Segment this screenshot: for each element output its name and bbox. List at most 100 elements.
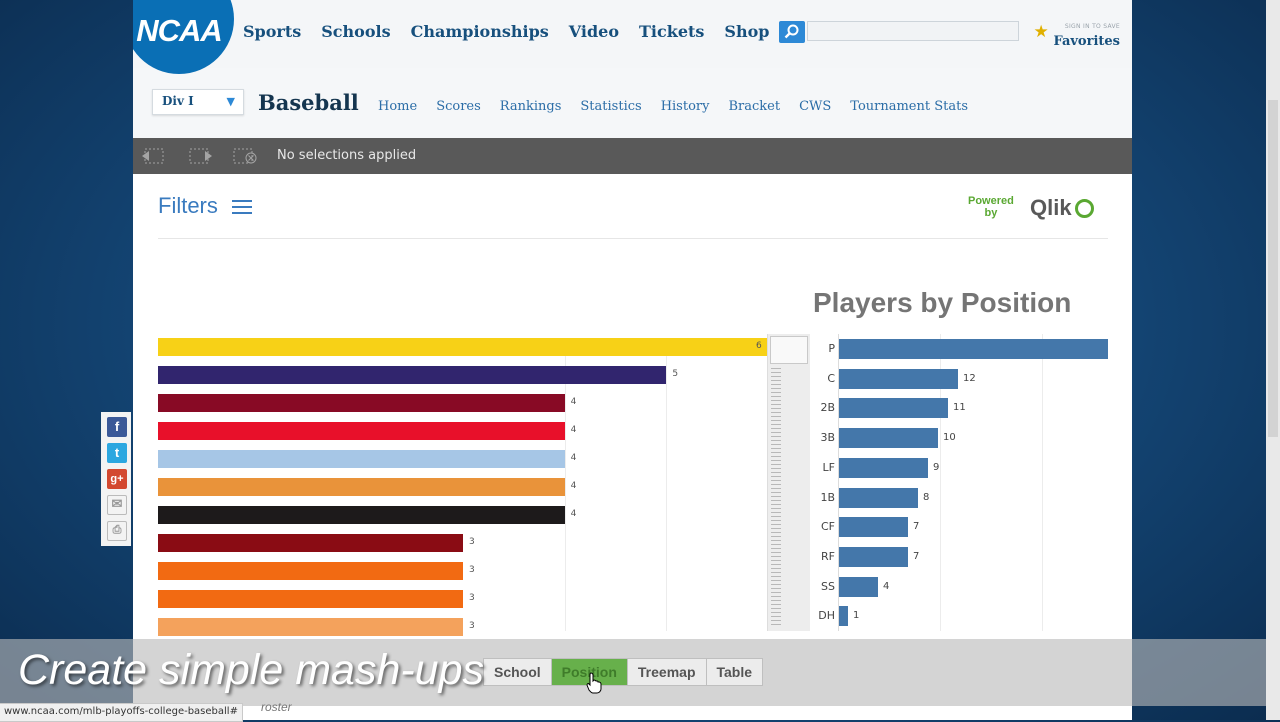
sublink-home[interactable]: Home (378, 99, 418, 114)
position-bar[interactable] (838, 517, 908, 538)
position-bar[interactable] (838, 368, 958, 389)
school-bar[interactable] (158, 394, 565, 412)
chart-scrollbar[interactable] (767, 334, 810, 631)
star-icon: ★ (1033, 22, 1049, 42)
selection-forward-icon[interactable] (188, 147, 214, 165)
favorites-link[interactable]: ★ SIGN IN TO SAVE Favorites (1033, 22, 1120, 49)
search-button[interactable] (779, 21, 805, 43)
tab-table[interactable]: Table (705, 658, 764, 686)
chart-gridline (564, 338, 566, 631)
hand-cursor-icon (586, 672, 602, 694)
division-value: Div I (162, 94, 194, 108)
school-bar-value: 3 (469, 537, 475, 547)
school-bar[interactable] (158, 450, 565, 468)
selection-back-icon[interactable] (140, 147, 166, 165)
school-bar[interactable] (158, 590, 463, 608)
tab-school[interactable]: School (483, 658, 552, 686)
sublink-tournament-stats[interactable]: Tournament Stats (850, 99, 969, 114)
favorites-signin-hint: SIGN IN TO SAVE (1064, 23, 1120, 30)
browser-status-bar: www.ncaa.com/mlb-playoffs-college-baseba… (0, 703, 243, 722)
position-bar-value: 4 (883, 580, 890, 592)
page-scroll-thumb[interactable] (1268, 100, 1278, 437)
school-bar[interactable] (158, 366, 667, 384)
nav-championships[interactable]: Championships (410, 22, 549, 41)
facebook-icon[interactable]: f (107, 417, 127, 437)
position-bar[interactable] (838, 428, 938, 449)
position-bar[interactable] (838, 457, 928, 478)
sublink-statistics[interactable]: Statistics (580, 99, 642, 114)
school-bar-value: 4 (570, 509, 577, 519)
position-bar[interactable] (838, 546, 908, 567)
school-bar[interactable] (158, 422, 565, 440)
school-bar-value: 4 (570, 453, 577, 463)
position-bar[interactable] (838, 339, 1108, 359)
tab-treemap[interactable]: Treemap (626, 658, 707, 686)
sport-subnav: Div I ▼ Baseball Home Scores Rankings St… (133, 68, 1132, 138)
school-bar[interactable] (158, 478, 565, 496)
print-icon[interactable]: ⎙ (107, 521, 127, 541)
chart-title: Players by Position (813, 287, 1072, 318)
sublink-history[interactable]: History (660, 99, 710, 114)
position-label: SS (821, 579, 835, 593)
sublink-scores[interactable]: Scores (436, 99, 481, 114)
position-bar-value: 11 (953, 402, 966, 414)
position-bar-value: 9 (933, 461, 940, 473)
position-bar[interactable] (838, 606, 848, 627)
position-label: P (828, 342, 835, 355)
chart-scroll-minimap (771, 368, 781, 627)
qlik-brand: Qlik (1030, 195, 1072, 220)
nav-schools[interactable]: Schools (321, 22, 391, 41)
position-gridline (1042, 334, 1043, 631)
school-bar-value: 4 (570, 425, 577, 435)
page-scrollbar[interactable] (1266, 0, 1280, 720)
division-select[interactable]: Div I ▼ (152, 89, 244, 115)
sublink-cws[interactable]: CWS (799, 99, 832, 114)
school-bar-value: 5 (672, 369, 679, 379)
position-bar-value: 7 (913, 521, 920, 533)
selection-status-text: No selections applied (277, 148, 417, 163)
filters-toggle[interactable]: Filters (158, 193, 218, 218)
powered-line1: Powered (968, 195, 1014, 207)
school-bar[interactable] (158, 618, 463, 636)
position-bar-value: 1 (853, 610, 860, 622)
google-plus-icon[interactable]: g+ (107, 469, 127, 489)
sport-title: Baseball (258, 90, 359, 115)
nav-tickets[interactable]: Tickets (639, 22, 705, 41)
position-label: 1B (820, 490, 835, 504)
search-input[interactable] (807, 21, 1019, 41)
sublink-bracket[interactable]: Bracket (728, 99, 781, 114)
school-bar-value: 3 (469, 565, 475, 575)
position-label: RF (821, 549, 835, 563)
ncaa-logo[interactable]: NCAA (133, 0, 234, 74)
email-icon[interactable]: ✉ (107, 495, 127, 515)
school-bar-value: 3 (469, 621, 475, 631)
hamburger-menu-icon[interactable] (232, 200, 252, 218)
video-caption: Create simple mash-ups (18, 646, 485, 694)
favorites-label: Favorites (1053, 34, 1120, 49)
nav-shop[interactable]: Shop (724, 22, 770, 41)
position-bar-value: 12 (963, 372, 976, 384)
school-bar[interactable] (158, 562, 463, 580)
position-bar[interactable] (838, 576, 878, 597)
chevron-down-icon: ▼ (226, 95, 235, 108)
position-label: C (827, 371, 835, 385)
sublink-rankings[interactable]: Rankings (499, 99, 562, 114)
position-bar[interactable] (838, 487, 918, 508)
qlik-o-icon (1074, 199, 1094, 218)
main-nav-links: Sports Schools Championships Video Ticke… (243, 22, 789, 41)
school-bar[interactable] (158, 534, 463, 552)
position-label: 2B (820, 401, 835, 415)
nav-sports[interactable]: Sports (243, 22, 302, 41)
clear-selections-icon[interactable] (232, 147, 258, 165)
position-axis-line (838, 334, 839, 631)
school-bar[interactable] (158, 338, 768, 356)
school-bar[interactable] (158, 506, 565, 524)
roster-text: roster (261, 700, 292, 714)
twitter-icon[interactable]: t (107, 443, 127, 463)
ncaa-page: NCAA Sports Schools Championships Video … (133, 0, 1132, 720)
chart-scroll-thumb[interactable] (770, 336, 808, 364)
position-bar[interactable] (838, 398, 948, 419)
nav-video[interactable]: Video (568, 22, 620, 41)
search-icon (784, 24, 799, 39)
school-bar-value: 3 (469, 593, 475, 603)
